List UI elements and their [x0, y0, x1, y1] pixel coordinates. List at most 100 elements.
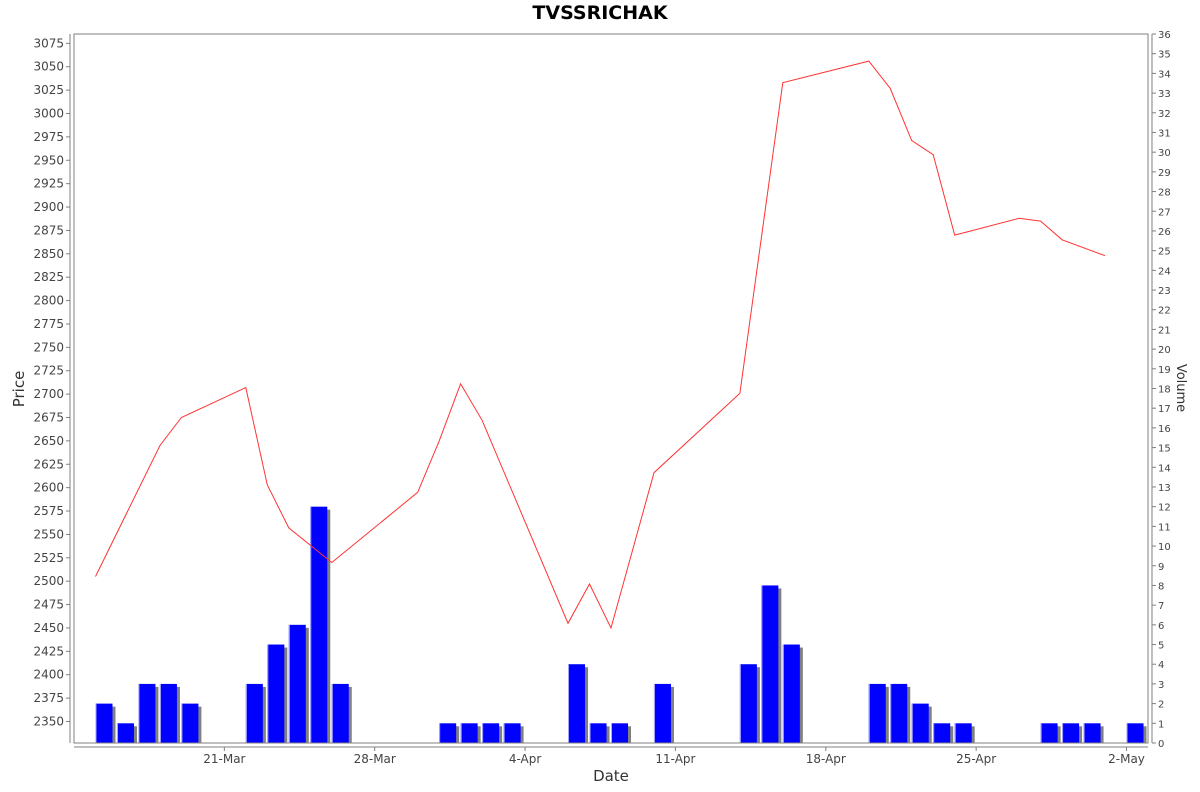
- volume-tick-label: 17: [1158, 404, 1171, 415]
- price-tick-label: 2750: [33, 340, 64, 354]
- price-tick-label: 3050: [33, 60, 64, 74]
- price-tick-label: 3025: [33, 83, 64, 97]
- volume-tick-label: 20: [1158, 345, 1171, 356]
- volume-tick-label: 26: [1158, 227, 1171, 238]
- price-tick-label: 2575: [33, 504, 64, 518]
- price-tick-label: 3075: [33, 36, 64, 50]
- price-tick-label: 2425: [33, 644, 64, 658]
- volume-tick-label: 30: [1158, 148, 1171, 159]
- volume-tick-label: 25: [1158, 247, 1171, 258]
- price-tick-label: 2800: [33, 294, 64, 308]
- price-tick-label: 2825: [33, 270, 64, 284]
- price-tick-label: 2625: [33, 457, 64, 471]
- volume-tick-label: 34: [1158, 69, 1171, 80]
- volume-tick-label: 16: [1158, 424, 1171, 435]
- date-tick-label: 28-Mar: [354, 752, 396, 766]
- volume-tick-label: 24: [1158, 266, 1171, 277]
- volume-tick-label: 10: [1158, 542, 1171, 553]
- volume-bar: [331, 683, 349, 743]
- date-tick-label: 4-Apr: [509, 752, 542, 766]
- volume-tick-label: 6: [1158, 621, 1164, 632]
- date-tick-label: 21-Mar: [203, 752, 245, 766]
- volume-bar: [181, 703, 199, 743]
- volume-tick-label: 5: [1158, 641, 1164, 652]
- volume-bar: [288, 624, 306, 743]
- y-axis-label: Price: [10, 371, 28, 408]
- volume-axis: 0123456789101112131415161718192021222324…: [1151, 30, 1171, 750]
- price-tick-label: 2975: [33, 130, 64, 144]
- volume-tick-label: 27: [1158, 207, 1171, 218]
- volume-tick-label: 7: [1158, 601, 1164, 612]
- price-tick-label: 2925: [33, 177, 64, 191]
- volume-bar: [761, 585, 779, 743]
- volume-tick-label: 21: [1158, 325, 1171, 336]
- volume-bar: [611, 723, 628, 743]
- volume-tick-label: 19: [1158, 365, 1171, 376]
- price-line-layer: [95, 60, 1106, 630]
- volume-tick-label: 36: [1158, 30, 1171, 41]
- price-tick-label: 2525: [33, 551, 64, 565]
- price-tick-label: 2700: [33, 387, 64, 401]
- price-tick-label: 2675: [33, 410, 64, 424]
- volume-bar: [954, 723, 972, 743]
- date-tick-label: 2-May: [1108, 752, 1145, 766]
- price-tick-label: 2650: [33, 434, 64, 448]
- volume-bar: [890, 683, 908, 743]
- volume-bar: [503, 723, 521, 743]
- price-tick-label: 2375: [33, 691, 64, 705]
- price-tick-label: 2850: [33, 247, 64, 261]
- price-tick-label: 2350: [33, 714, 64, 728]
- volume-bar: [911, 703, 929, 743]
- volume-tick-label: 14: [1158, 463, 1171, 474]
- price-tick-label: 2450: [33, 621, 64, 635]
- volume-tick-label: 3: [1158, 680, 1164, 691]
- volume-bar: [589, 723, 607, 743]
- volume-tick-label: 4: [1158, 660, 1164, 671]
- volume-bar: [439, 723, 457, 743]
- chart-title: TVSSRICHAK: [532, 2, 668, 24]
- volume-bar: [782, 644, 800, 743]
- volume-tick-label: 32: [1158, 109, 1171, 120]
- volume-tick-label: 31: [1158, 128, 1171, 139]
- volume-bar: [310, 506, 328, 743]
- price-tick-label: 2500: [33, 574, 64, 588]
- volume-tick-label: 22: [1158, 306, 1171, 317]
- volume-tick-label: 13: [1158, 483, 1171, 494]
- price-tick-label: 2875: [33, 223, 64, 237]
- volume-bar: [460, 723, 478, 743]
- x-axis-label: Date: [593, 767, 629, 785]
- volume-tick-label: 15: [1158, 444, 1171, 455]
- volume-tick-label: 0: [1158, 739, 1164, 750]
- price-axis: 2350 2375 2400 2425 2450 2475 2500 2525 2550 2575…: [33, 34, 71, 743]
- volume-tick-label: 8: [1158, 581, 1164, 592]
- price-tick-label: 2725: [33, 364, 64, 378]
- y2-axis-label: Volume: [1173, 364, 1188, 412]
- volume-bar: [653, 683, 671, 743]
- volume-tick-label: 28: [1158, 188, 1171, 199]
- volume-bar: [1126, 723, 1144, 743]
- date-tick-label: 11-Apr: [655, 752, 695, 766]
- price-line: [95, 60, 1106, 630]
- price-tick-label: 2550: [33, 527, 64, 541]
- volume-bar: [245, 683, 263, 743]
- volume-tick-label: 23: [1158, 286, 1171, 297]
- volume-bar: [568, 664, 586, 743]
- date-tick-label: 25-Apr: [956, 752, 996, 766]
- price-tick-label: 2950: [33, 153, 64, 167]
- volume-bar: [95, 703, 113, 743]
- plot-area-border: [73, 33, 1149, 744]
- price-tick-label: 2475: [33, 598, 64, 612]
- volume-bar: [933, 723, 951, 743]
- volume-tick-label: 29: [1158, 168, 1171, 179]
- date-tick-label: 18-Apr: [806, 752, 846, 766]
- volume-bar: [1083, 723, 1101, 743]
- volume-bar: [159, 683, 177, 743]
- volume-bar: [868, 683, 886, 743]
- volume-tick-label: 1: [1158, 719, 1164, 730]
- volume-bar: [138, 683, 156, 743]
- volume-tick-label: 18: [1158, 385, 1171, 396]
- price-tick-label: 2400: [33, 668, 64, 682]
- volume-bar: [1040, 723, 1058, 743]
- volume-bars: [95, 506, 1147, 743]
